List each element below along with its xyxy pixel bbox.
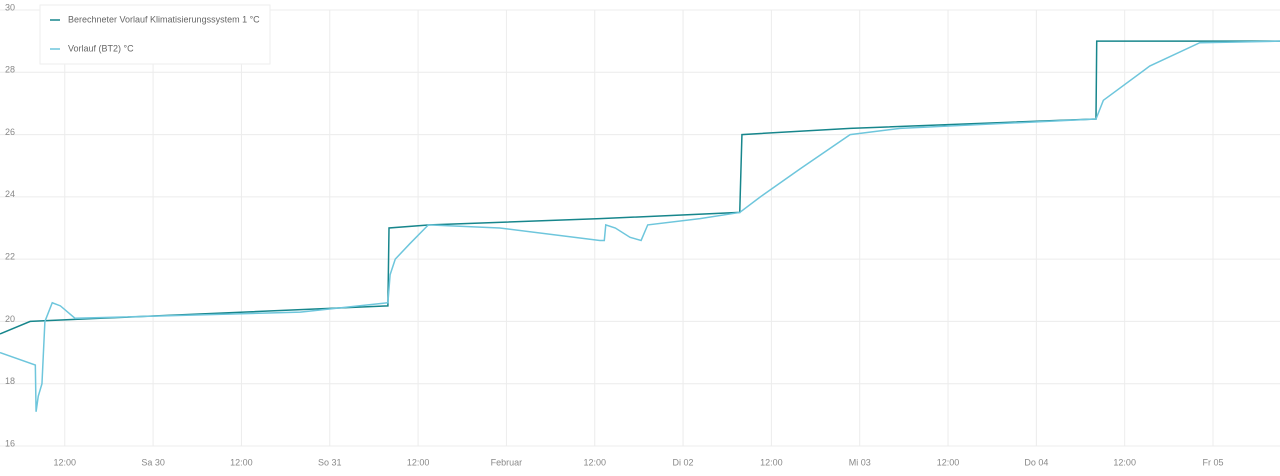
x-tick-label: Februar (491, 457, 523, 467)
x-tick-label: 12:00 (230, 457, 253, 467)
y-tick-label: 22 (5, 252, 15, 262)
legend-label: Berechneter Vorlauf Klimatisierungssyste… (68, 14, 260, 24)
x-tick-label: Fr 05 (1203, 457, 1224, 467)
y-tick-label: 18 (5, 376, 15, 386)
x-tick-label: Sa 30 (141, 457, 165, 467)
legend-box (39, 4, 271, 65)
y-tick-label: 24 (5, 189, 15, 199)
x-tick-label: So 31 (318, 457, 342, 467)
x-tick-label: 12:00 (937, 457, 960, 467)
y-tick-label: 16 (5, 438, 15, 448)
y-tick-label: 30 (5, 2, 15, 12)
x-tick-label: 12:00 (760, 457, 783, 467)
series-line (0, 40, 1280, 335)
y-tick-label: 28 (5, 65, 15, 75)
x-tick-label: 12:00 (583, 457, 606, 467)
y-tick-label: 26 (5, 127, 15, 137)
x-tick-label: 12:00 (54, 457, 77, 467)
x-tick-label: 12:00 (1113, 457, 1136, 467)
x-tick-label: Do 04 (1024, 457, 1048, 467)
x-tick-label: Di 02 (673, 457, 694, 467)
x-tick-label: 12:00 (407, 457, 430, 467)
series-line (0, 40, 1280, 412)
y-tick-label: 20 (5, 314, 15, 324)
legend-label: Vorlauf (BT2) °C (68, 43, 134, 53)
x-tick-label: Mi 03 (849, 457, 871, 467)
